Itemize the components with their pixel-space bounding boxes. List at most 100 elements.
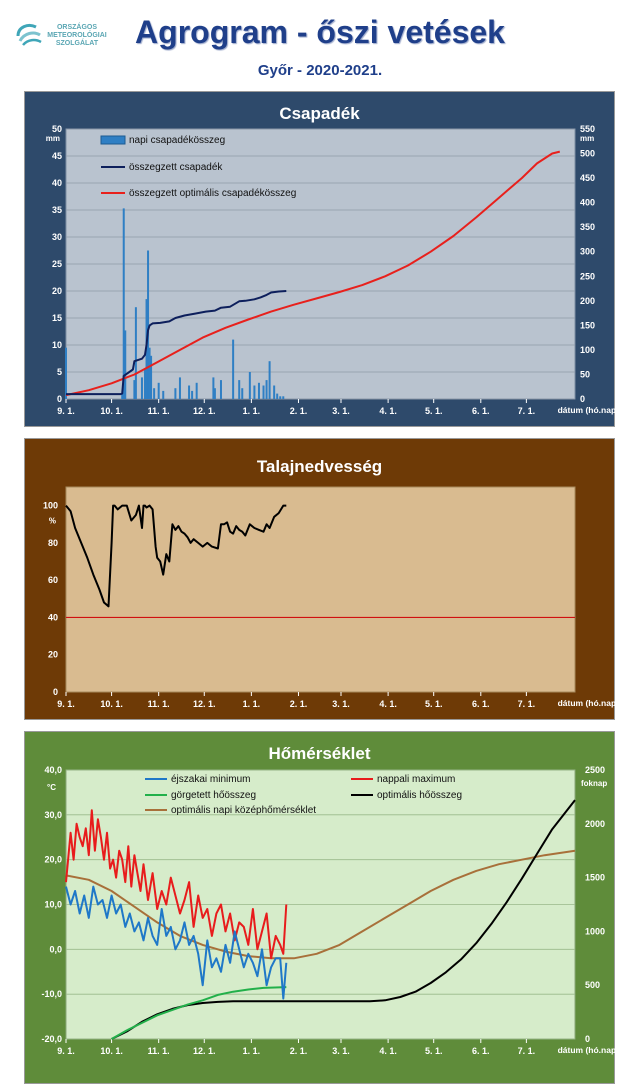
y-tick-label-right: 50 [580, 369, 590, 379]
y-tick-label: 100 [43, 501, 58, 511]
y-tick-label-right: 400 [580, 198, 595, 208]
x-tick-label: 1. 1. [243, 1046, 261, 1056]
x-tick-label: 5. 1. [425, 406, 443, 416]
y-tick-label-left: 50 [52, 124, 62, 134]
x-tick-label: 2. 1. [290, 1046, 308, 1056]
precip-bar [219, 380, 222, 399]
x-tick-label: 2. 1. [290, 699, 308, 709]
temp-panel: Hőmérséklet -20,0 -10,0 0,0 10,0 20,0 30,0 40,… [24, 731, 616, 1084]
precip-bar [140, 377, 143, 399]
y-axis-unit-right: foknap [581, 779, 607, 788]
precip-panel: Csapadék 0 5 10 15 20 25 30 35 40 45 50 0 50 100 150 20… [24, 91, 616, 427]
y-tick-label-left: 40,0 [44, 765, 62, 775]
y-tick-label-right: 200 [580, 296, 595, 306]
legend-label: éjszakai minimum [171, 774, 250, 785]
moisture-panel: Talajnedvesség 0 20 40 60 80 100% 9. 1. 10. 1. 1… [24, 438, 616, 720]
y-tick-label-left: 30 [52, 232, 62, 242]
logo-line-3: SZOLGÁLAT [55, 40, 99, 47]
x-tick-label: 2. 1. [290, 406, 308, 416]
precip-title: Csapadék [279, 104, 360, 123]
x-tick-label: 9. 1. [57, 699, 75, 709]
logo-swirl-icon [16, 23, 42, 46]
precip-bar [147, 250, 150, 399]
x-axis-unit: dátum (hó.nap) [558, 1045, 616, 1055]
x-tick-label: 4. 1. [379, 406, 397, 416]
y-axis-unit-left: °C [47, 783, 56, 792]
y-tick-label-left: 0 [57, 394, 62, 404]
legend-label: optimális napi középhőmérséklet [171, 805, 316, 816]
soil-moisture-line [65, 504, 287, 608]
precip-bar [265, 380, 268, 399]
precip-bar [65, 347, 67, 399]
temp-chart: -20,0 -10,0 0,0 10,0 20,0 30,0 40,0 0 500 1000 150… [41, 765, 616, 1056]
daily-max-line [65, 809, 288, 960]
precip-bar [191, 390, 194, 399]
moisture-title: Talajnedvesség [256, 457, 383, 476]
x-tick-label: 10. 1. [100, 699, 123, 709]
y-tick-label-left: 35 [52, 205, 62, 215]
precip-bar [124, 330, 127, 399]
precip-bar [238, 380, 241, 399]
y-tick-label: 40 [48, 612, 58, 622]
night-min-line [65, 885, 288, 1000]
x-tick-label: 5. 1. [425, 1046, 443, 1056]
y-tick-label-left: 40 [52, 178, 62, 188]
y-tick-label-left: 10 [52, 340, 62, 350]
precip-bar [276, 393, 279, 399]
x-tick-label: 3. 1. [332, 406, 350, 416]
legend-swatch-daily [100, 135, 126, 145]
x-tick-label: 3. 1. [332, 699, 350, 709]
x-axis-unit: dátum (hó.nap) [558, 405, 616, 415]
precip-bar [248, 372, 251, 399]
x-tick-label: 7. 1. [518, 406, 536, 416]
legend-label: nappali maximum [377, 774, 455, 785]
y-tick-label-left: -20,0 [41, 1034, 62, 1044]
precip-bar [133, 380, 136, 399]
y-axis-unit: % [49, 517, 56, 526]
omsz-logo: ORSZÁGOS METEOROLÓGIAI SZOLGÁLAT [14, 18, 124, 58]
legend-label: összegzett optimális csapadékösszeg [129, 188, 296, 199]
precip-bar [195, 382, 198, 399]
x-tick-label: 4. 1. [379, 1046, 397, 1056]
cumulative-precip-line [66, 290, 287, 396]
precip-bar [262, 385, 265, 399]
precip-bar [232, 339, 235, 399]
x-tick-label: 11. 1. [148, 699, 170, 709]
logo-line-1: ORSZÁGOS [56, 24, 98, 31]
precip-bar [212, 377, 215, 399]
legend-label: görgetett hőösszeg [171, 790, 256, 801]
y-axis-unit-right: mm [580, 134, 594, 143]
temp-title: Hőmérséklet [268, 744, 371, 763]
legend-label: összegzett csapadék [129, 162, 223, 173]
x-tick-label: 12. 1. [193, 406, 216, 416]
y-tick-label-right: 1500 [585, 873, 605, 883]
y-tick-label-right: 100 [580, 345, 595, 355]
precip-bar [178, 377, 181, 399]
x-tick-label: 9. 1. [57, 1046, 75, 1056]
y-tick-label-right: 0 [585, 1034, 590, 1044]
y-tick-label-right: 450 [580, 173, 595, 183]
x-tick-label: 10. 1. [100, 406, 123, 416]
y-tick-label-right: 2000 [585, 819, 605, 829]
optimal-cumulative-precip-line [65, 150, 561, 397]
x-tick-label: 5. 1. [425, 699, 443, 709]
precip-bar [282, 396, 285, 399]
y-tick-label-right: 350 [580, 222, 595, 232]
precip-bar [134, 307, 137, 399]
x-tick-label: 4. 1. [379, 699, 397, 709]
x-tick-label: 1. 1. [243, 699, 261, 709]
precip-bar [268, 361, 271, 399]
x-tick-label: 6. 1. [472, 406, 490, 416]
legend-label: napi csapadékösszeg [129, 135, 225, 146]
plot-area [65, 486, 576, 693]
y-tick-label-left: 20 [52, 286, 62, 296]
y-tick-label-left: 20,0 [44, 855, 62, 865]
y-tick-label: 20 [48, 650, 58, 660]
y-tick-label-right: 500 [585, 980, 600, 990]
y-tick-label: 80 [48, 538, 58, 548]
y-tick-label-right: 150 [580, 320, 595, 330]
precip-bar [273, 385, 276, 399]
x-tick-label: 11. 1. [148, 1046, 170, 1056]
y-tick-label-right: 2500 [585, 765, 605, 775]
precip-bar [257, 382, 260, 399]
